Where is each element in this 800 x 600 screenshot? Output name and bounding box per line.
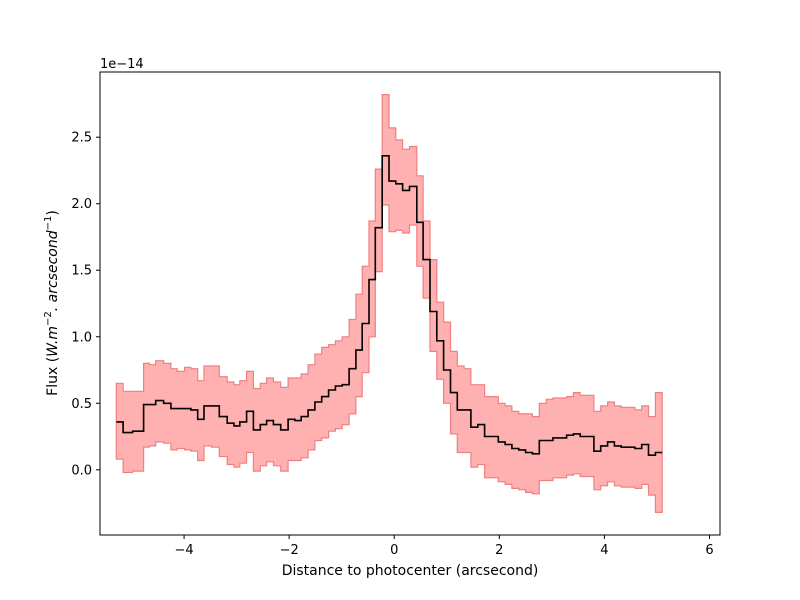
x-tick-label: 2 — [495, 543, 503, 558]
y-tick-label: 0.5 — [71, 397, 92, 412]
y-axis-label: Flux (W.m−2. arcsecond−1) — [43, 210, 61, 396]
y-tick-label: 1.0 — [71, 330, 92, 345]
x-axis-label: Distance to photocenter (arcsecond) — [282, 563, 539, 579]
y-tick-label: 1.5 — [71, 264, 92, 279]
plot-area — [115, 94, 663, 513]
x-tick-label: −4 — [174, 543, 193, 558]
uncertainty-band — [115, 94, 663, 513]
plot-frame — [99, 71, 721, 536]
x-tick-label: 4 — [600, 543, 608, 558]
x-tick-label: 0 — [390, 543, 398, 558]
y-tick-label: 0.0 — [71, 463, 92, 478]
y-tick-label: 2.0 — [71, 197, 92, 212]
axes: −4 −2 0 2 4 6 0.0 0.5 1.0 1.5 2.0 2.5 — [71, 71, 721, 558]
y-tick-label: 2.5 — [71, 131, 92, 146]
flux-step-line — [116, 155, 663, 456]
y-offset-label: 1e−14 — [100, 57, 144, 72]
x-tick-label: 6 — [705, 543, 713, 558]
x-tick-label: −2 — [280, 543, 299, 558]
